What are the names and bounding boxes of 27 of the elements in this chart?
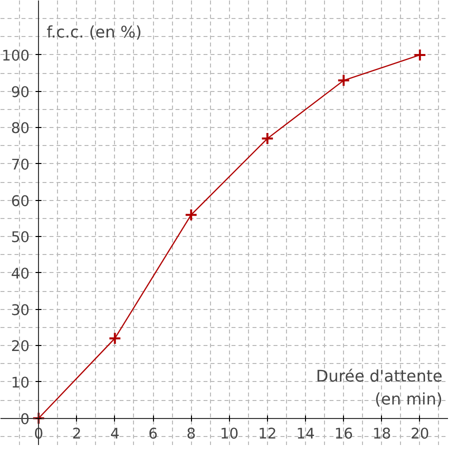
point	[184, 208, 198, 222]
x-tick-label: 14	[296, 425, 315, 442]
y-tick-label: 10	[10, 374, 30, 392]
point	[260, 132, 274, 146]
x-tick-label: 8	[186, 425, 196, 442]
x-tick-label: 20	[410, 425, 430, 442]
y-tick-label: 20	[10, 338, 30, 356]
x-tick-label: 6	[148, 425, 158, 442]
point	[337, 74, 350, 87]
y-tick-label: 80	[10, 120, 30, 138]
y-tick-label: 60	[10, 192, 30, 210]
x-tick-label: 4	[110, 425, 120, 442]
y-tick-label: 70	[10, 156, 30, 174]
y-axis-title: f.c.c. (en %)	[46, 22, 142, 42]
x-tick-label: 2	[72, 425, 82, 442]
point	[413, 48, 426, 62]
point	[108, 332, 122, 345]
x-tick-label: 16	[334, 425, 353, 442]
x-axis-title: Durée d'attente (en min)	[316, 366, 443, 408]
y-tick-label: 90	[10, 84, 30, 101]
y-tick-label: 40	[10, 265, 30, 282]
y-tick-label: 50	[10, 229, 30, 246]
y-tick-label: 100	[2, 47, 30, 64]
x-tick-label: 10	[220, 425, 239, 442]
x-tick-label: 12	[258, 425, 277, 442]
y-tick-label: 30	[10, 302, 30, 319]
x-tick-label: 18	[372, 425, 392, 442]
